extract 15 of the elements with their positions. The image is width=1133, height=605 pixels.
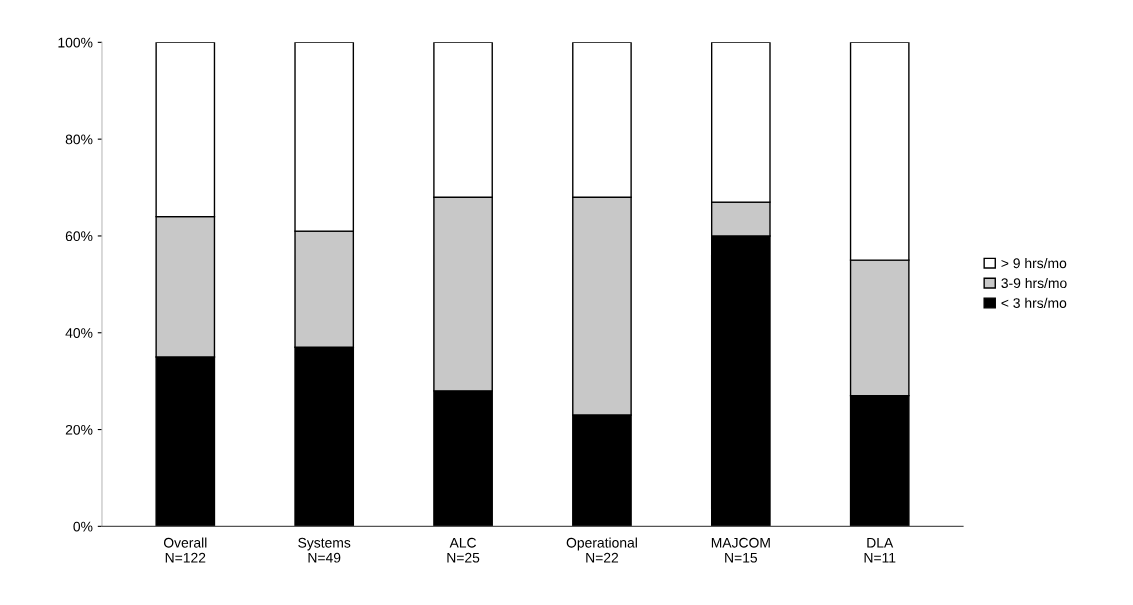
legend-label: < 3 hrs/mo	[1001, 297, 1067, 308]
y-tick-label: 60%	[65, 231, 93, 242]
y-tick-label: 40%	[65, 328, 93, 338]
x-tick-label: ALC N=25	[447, 537, 480, 563]
y-tick-label: 100%	[58, 37, 93, 48]
x-tick-label: Overall N=122	[163, 537, 207, 563]
x-tick-label: Operational N=22	[566, 537, 637, 563]
legend-label: 3-9 hrs/mo	[1001, 277, 1067, 289]
x-tick-label: MAJCOM N=15	[711, 537, 770, 563]
y-tick-label: 20%	[65, 424, 93, 435]
y-tick-label: 0%	[73, 521, 93, 532]
y-tick-label: 80%	[65, 134, 93, 145]
legend-label: > 9 hrs/mo	[1001, 257, 1067, 269]
x-tick-label: DLA N=11	[864, 537, 896, 563]
x-tick-label: Systems N=49	[298, 537, 351, 563]
